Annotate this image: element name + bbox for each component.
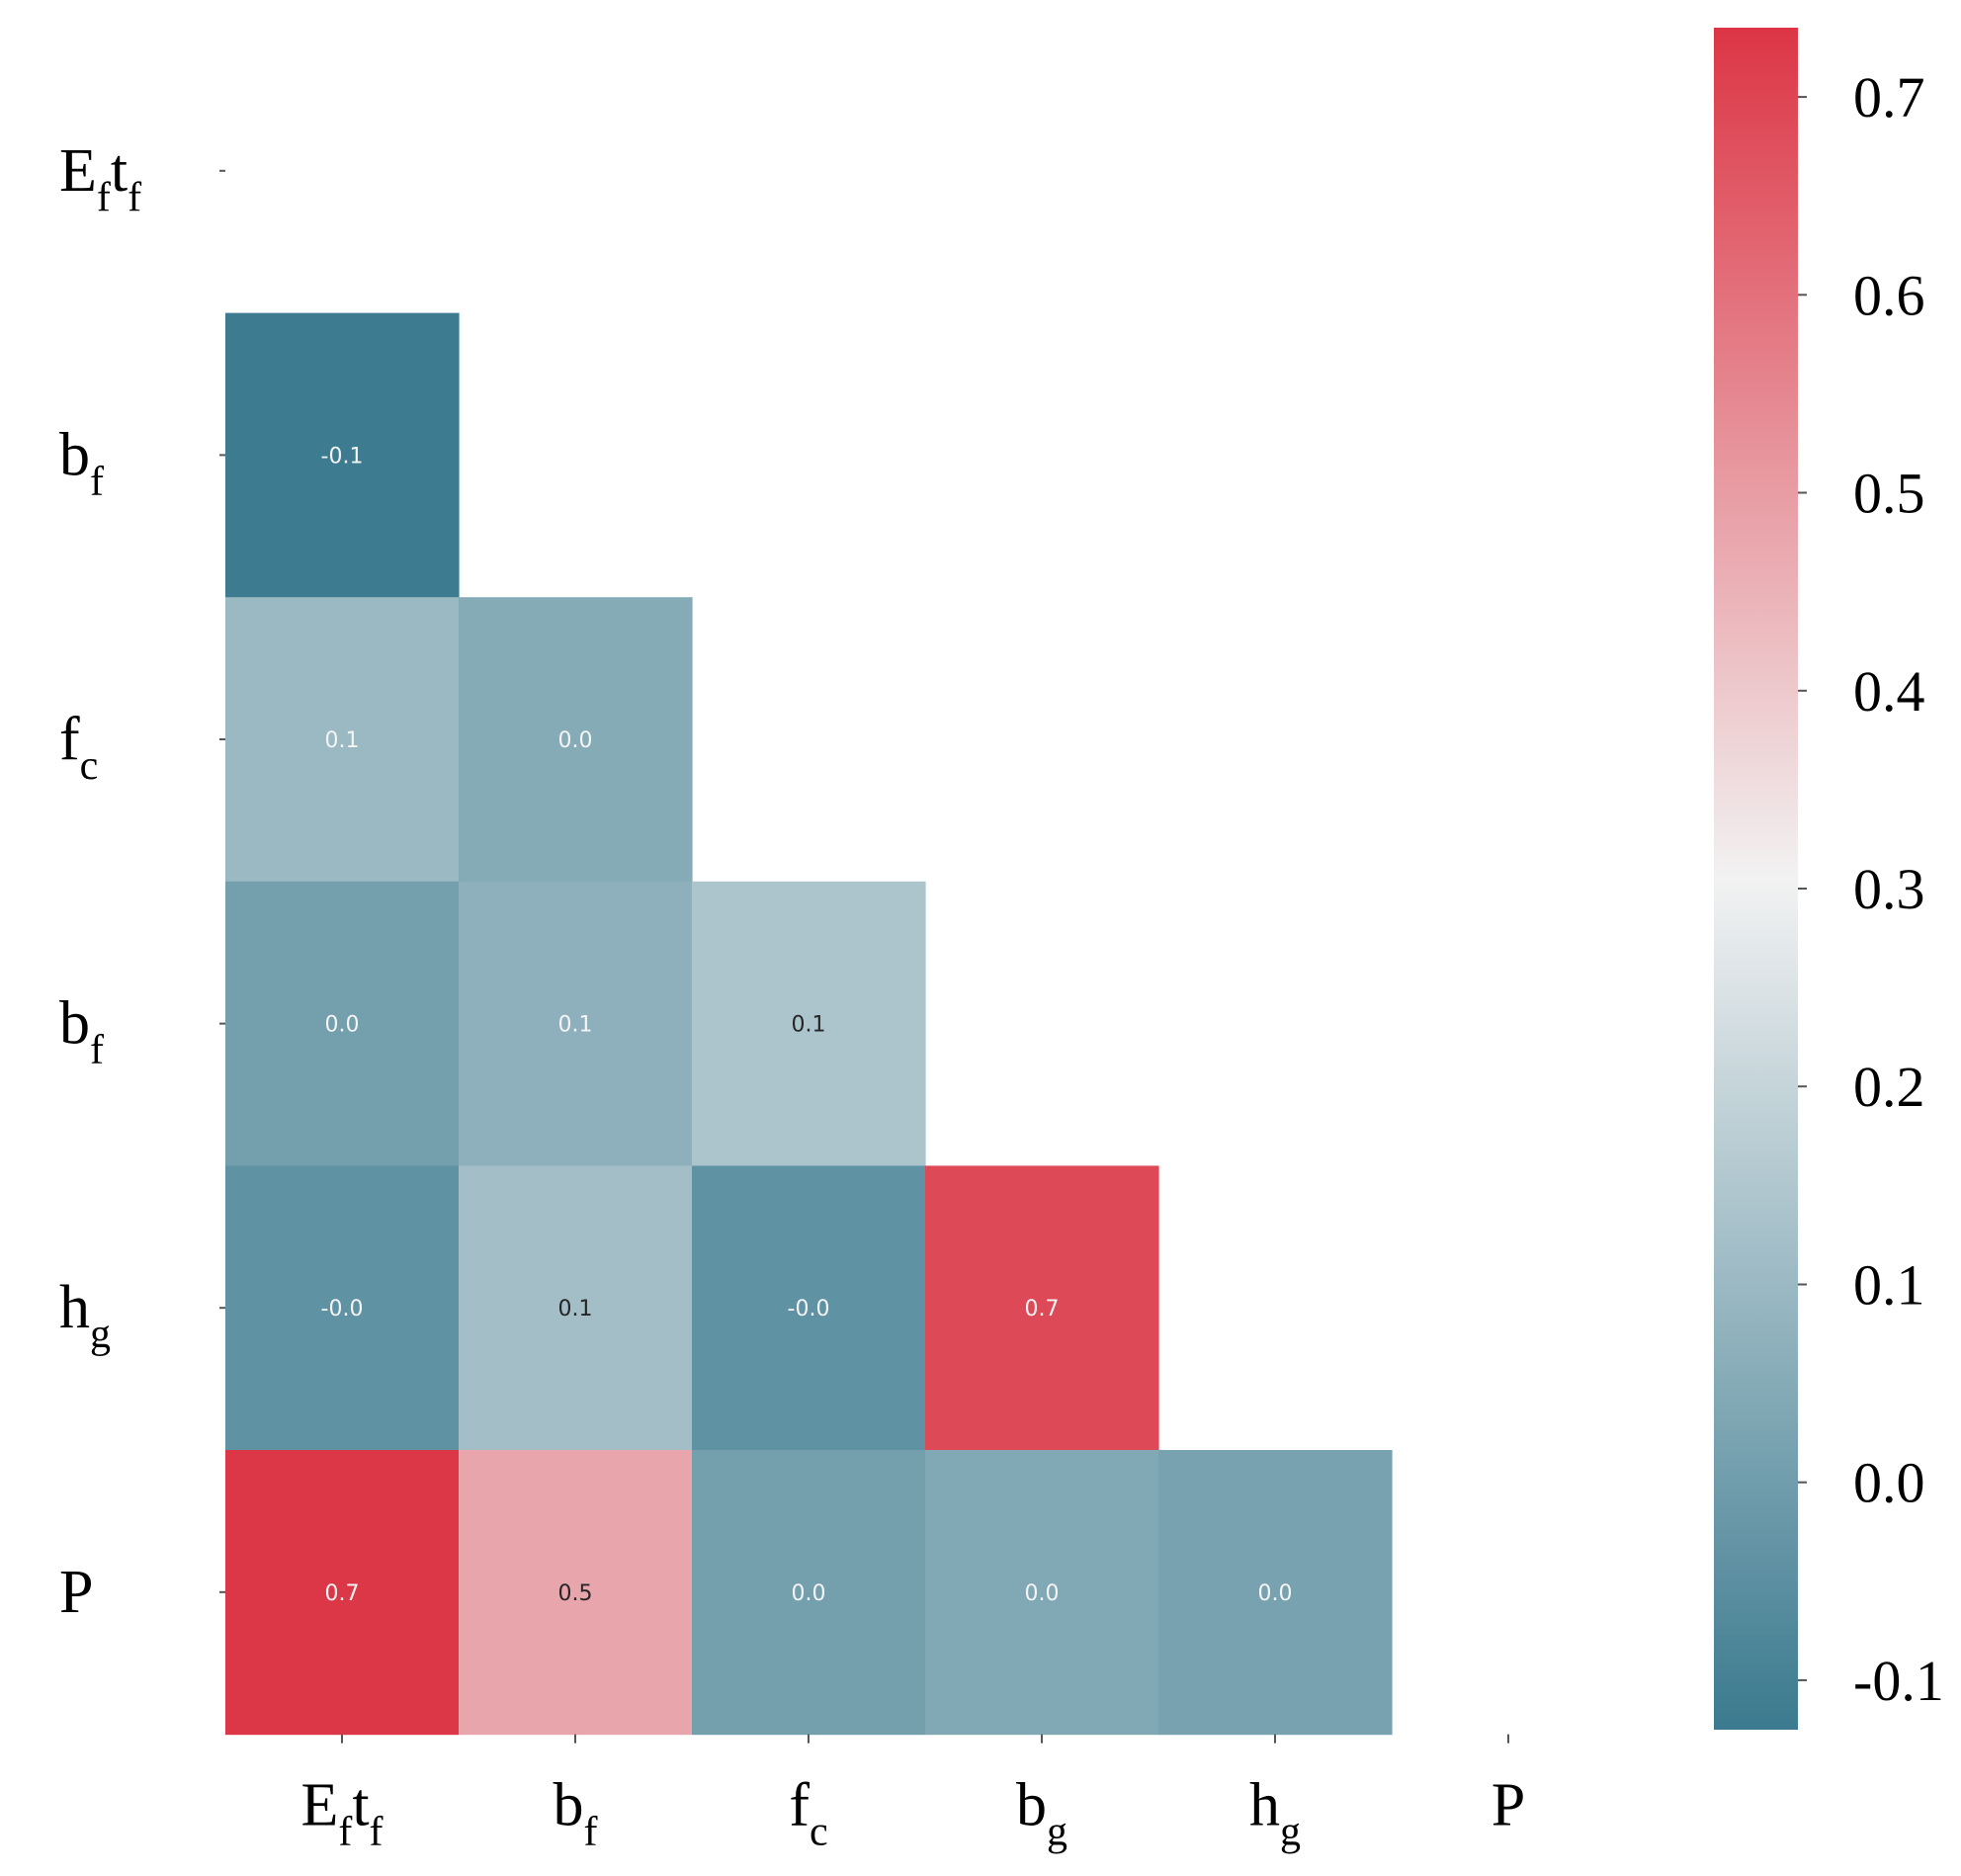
colorbar-tick-label: 0.1 (1853, 1253, 1925, 1318)
heatmap-cell (225, 597, 460, 883)
cell-value-label: 0.0 (1258, 1581, 1293, 1606)
colorbar-tick-label: 0.4 (1853, 659, 1925, 724)
cell-value-label: -0.0 (788, 1297, 830, 1322)
x-tick-label: bf (554, 1772, 598, 1855)
cell-value-label: -0.1 (321, 444, 364, 469)
colorbar: -0.1 0.0 0.1 0.2 0.3 0.4 0.5 0.6 0.7 (1714, 28, 1944, 1730)
heatmap-cell (925, 1165, 1159, 1451)
y-tick-label: Eftf (59, 137, 141, 220)
heatmap-cell (692, 1165, 926, 1451)
y-tick-label: hg (59, 1274, 111, 1357)
colorbar-tick-label: 0.5 (1853, 462, 1925, 526)
cell-value-label: 0.1 (558, 1297, 593, 1322)
heatmap-cell-labels: -0.1 0.1 0.0 0.0 0.1 0.1 -0.0 0.1 -0.0 0.7 0.7 0.5 0… (321, 444, 1293, 1605)
heatmap-cell (459, 1165, 693, 1451)
y-tick-label: P (59, 1559, 93, 1626)
heatmap-cell (459, 881, 693, 1166)
y-tick-label: bf (59, 990, 104, 1073)
x-axis: Eftf bf fc bg hg P (300, 1734, 1525, 1855)
cell-value-label: 0.0 (325, 1013, 360, 1038)
colorbar-tick-label: 0.3 (1853, 857, 1925, 921)
colorbar-tick-label: 0.2 (1853, 1055, 1925, 1119)
heatmap-cell (925, 1450, 1159, 1736)
heatmap-cell (692, 881, 926, 1166)
y-tick-label: fc (59, 706, 98, 789)
cell-value-label: 0.0 (558, 728, 593, 753)
x-tick-label: P (1492, 1772, 1525, 1839)
cell-value-label: 0.1 (325, 728, 360, 753)
cell-value-label: -0.0 (321, 1297, 364, 1322)
cell-value-label: 0.5 (558, 1581, 593, 1606)
colorbar-tick-label: 0.7 (1853, 65, 1925, 129)
colorbar-tick-label: 0.6 (1853, 263, 1925, 327)
cell-value-label: 0.1 (792, 1013, 826, 1038)
x-tick-label: Eftf (300, 1772, 383, 1855)
heatmap-cell (225, 1165, 460, 1451)
heatmap-cell (1158, 1450, 1393, 1736)
y-axis: Eftf bf fc bf hg P (59, 137, 225, 1626)
cell-value-label: 0.7 (1025, 1297, 1060, 1322)
cell-value-label: 0.7 (325, 1581, 360, 1606)
colorbar-tick-label: -0.1 (1853, 1649, 1944, 1713)
heatmap-cell (459, 1450, 693, 1736)
heatmap-cells (225, 312, 1393, 1736)
x-tick-label: bg (1016, 1772, 1067, 1855)
cell-value-label: 0.1 (558, 1013, 593, 1038)
heatmap-cell (225, 881, 460, 1166)
cell-value-label: 0.0 (1025, 1581, 1060, 1606)
y-tick-label: bf (59, 421, 104, 504)
colorbar-tick-label: 0.0 (1853, 1451, 1925, 1515)
colorbar-gradient (1714, 28, 1798, 1730)
x-tick-label: fc (789, 1772, 827, 1855)
heatmap-cell (692, 1450, 926, 1736)
heatmap-cell (225, 312, 460, 598)
x-tick-label: hg (1249, 1772, 1301, 1855)
cell-value-label: 0.0 (792, 1581, 826, 1606)
heatmap-cell (225, 1450, 460, 1736)
heatmap-cell (459, 597, 693, 883)
